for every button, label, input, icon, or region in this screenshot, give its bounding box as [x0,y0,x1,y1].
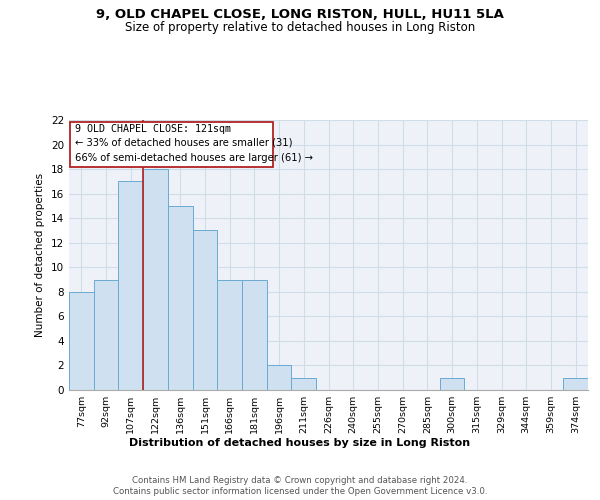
Text: Distribution of detached houses by size in Long Riston: Distribution of detached houses by size … [130,438,470,448]
Bar [193,230,217,390]
Text: Contains public sector information licensed under the Open Government Licence v3: Contains public sector information licen… [113,487,487,496]
Bar [292,378,316,390]
FancyBboxPatch shape [70,122,273,167]
Bar [563,378,588,390]
Bar [69,292,94,390]
Text: 9 OLD CHAPEL CLOSE: 121sqm: 9 OLD CHAPEL CLOSE: 121sqm [74,124,230,134]
Text: 66% of semi-detached houses are larger (61) →: 66% of semi-detached houses are larger (… [74,152,313,162]
Bar [267,366,292,390]
Bar [217,280,242,390]
Bar [118,182,143,390]
Y-axis label: Number of detached properties: Number of detached properties [35,173,46,337]
Text: Size of property relative to detached houses in Long Riston: Size of property relative to detached ho… [125,22,475,35]
Bar [143,169,168,390]
Bar [168,206,193,390]
Text: Contains HM Land Registry data © Crown copyright and database right 2024.: Contains HM Land Registry data © Crown c… [132,476,468,485]
Text: 9, OLD CHAPEL CLOSE, LONG RISTON, HULL, HU11 5LA: 9, OLD CHAPEL CLOSE, LONG RISTON, HULL, … [96,8,504,20]
Bar [242,280,267,390]
Text: ← 33% of detached houses are smaller (31): ← 33% of detached houses are smaller (31… [74,138,292,148]
Bar [94,280,118,390]
Bar [440,378,464,390]
